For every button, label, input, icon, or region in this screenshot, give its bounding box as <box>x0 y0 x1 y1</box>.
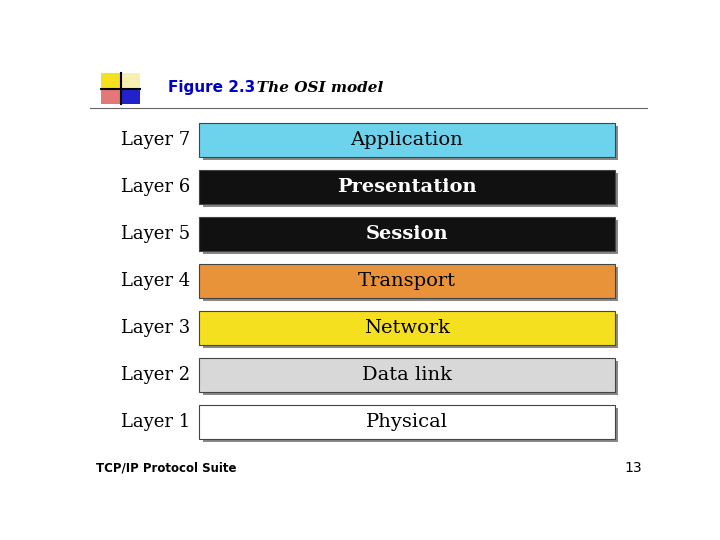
Text: Data link: Data link <box>361 366 451 384</box>
Bar <box>101 73 121 89</box>
Bar <box>203 220 618 254</box>
Text: Layer 3: Layer 3 <box>121 319 190 337</box>
Bar <box>121 89 140 104</box>
Bar <box>199 311 615 345</box>
Bar <box>121 73 140 89</box>
Bar <box>203 126 618 160</box>
Text: Application: Application <box>351 131 463 149</box>
Text: Session: Session <box>365 225 448 243</box>
Text: Presentation: Presentation <box>337 178 477 196</box>
Bar <box>199 264 615 298</box>
Bar <box>199 170 615 204</box>
Text: Network: Network <box>364 319 450 337</box>
Text: Layer 5: Layer 5 <box>121 225 190 243</box>
Bar <box>199 217 615 251</box>
Bar <box>199 405 615 439</box>
Text: Layer 7: Layer 7 <box>121 131 190 149</box>
Bar <box>203 361 618 395</box>
Text: Layer 2: Layer 2 <box>121 366 190 384</box>
Bar <box>203 267 618 301</box>
Bar <box>199 123 615 157</box>
Text: The OSI model: The OSI model <box>240 80 383 94</box>
Bar <box>199 358 615 392</box>
Bar <box>203 408 618 442</box>
Bar <box>203 314 618 348</box>
Text: Layer 6: Layer 6 <box>121 178 190 196</box>
Text: 13: 13 <box>625 461 642 475</box>
Text: Layer 1: Layer 1 <box>121 413 190 431</box>
Text: Physical: Physical <box>366 413 448 431</box>
Text: Layer 4: Layer 4 <box>121 272 190 290</box>
Bar <box>203 173 618 207</box>
Bar <box>101 89 121 104</box>
Text: Figure 2.3: Figure 2.3 <box>168 80 256 95</box>
Text: Transport: Transport <box>358 272 456 290</box>
Text: TCP/IP Protocol Suite: TCP/IP Protocol Suite <box>96 462 236 475</box>
